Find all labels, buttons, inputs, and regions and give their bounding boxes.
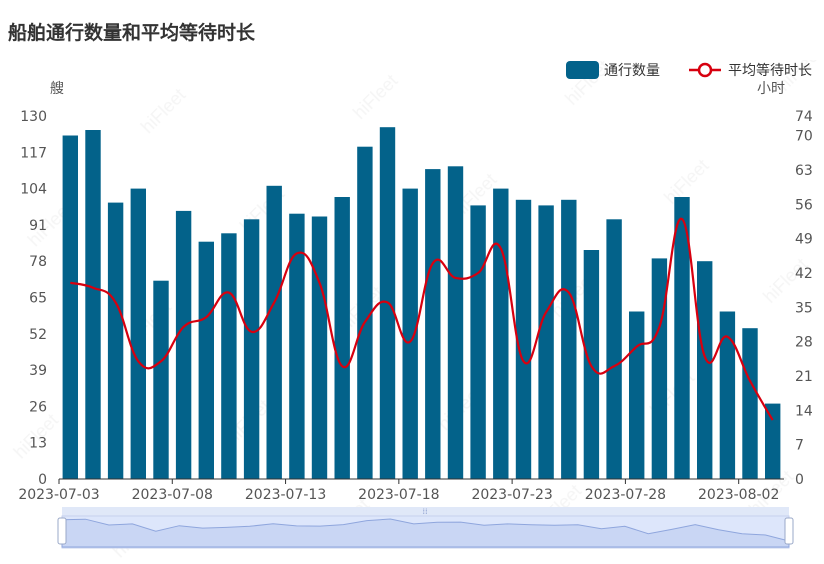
x-tick-label: 2023-07-28: [585, 487, 666, 503]
bar-2023-07-27[interactable]: [606, 219, 622, 480]
chart-title: 船舶通行数量和平均等待时长: [8, 22, 256, 44]
left-y-tick-label: 39: [29, 363, 47, 379]
zoom-slider-preview: [61, 518, 790, 548]
bar-series: [62, 127, 781, 480]
bar-2023-07-08[interactable]: [175, 210, 192, 479]
bar-2023-08-01[interactable]: [719, 311, 736, 480]
legend-bar-swatch: [566, 61, 599, 79]
x-tick-label: 2023-07-08: [132, 487, 213, 503]
legend-item-bar[interactable]: 通行数量: [566, 61, 660, 79]
left-axis-ticks: 0 13 26 39 52 65 78 91 104 117 130: [20, 109, 47, 488]
bar-2023-07-31[interactable]: [697, 261, 713, 479]
right-y-tick-label: 49: [795, 232, 813, 248]
left-y-tick-label: 78: [29, 254, 47, 270]
left-y-tick-label: 117: [20, 145, 47, 161]
bar-2023-07-14[interactable]: [311, 216, 328, 480]
right-y-tick-label: 63: [795, 163, 813, 179]
bar-2023-08-03[interactable]: [765, 403, 781, 479]
bar-2023-07-25[interactable]: [561, 199, 577, 480]
x-tick-label: 2023-07-13: [245, 487, 326, 503]
left-y-tick-label: 0: [38, 472, 47, 488]
x-tick-label: 2023-07-18: [358, 487, 439, 503]
right-y-tick-label: 21: [795, 369, 813, 385]
zoom-slider-right-handle[interactable]: [784, 517, 794, 545]
bar-2023-08-02[interactable]: [742, 328, 758, 479]
legend-item-line[interactable]: 平均等待时长: [689, 62, 812, 79]
bar-2023-07-29[interactable]: [651, 258, 668, 479]
bar-2023-07-09[interactable]: [198, 241, 214, 479]
bar-2023-07-13[interactable]: [289, 213, 305, 479]
bar-2023-07-18[interactable]: [402, 188, 418, 479]
bar-2023-07-16[interactable]: [357, 146, 373, 479]
x-tick-label: 2023-07-03: [18, 487, 99, 503]
zoom-slider[interactable]: ⁞⁞: [57, 507, 794, 549]
legend-line-marker: [697, 62, 713, 78]
bar-2023-07-06[interactable]: [130, 188, 146, 479]
bar-2023-07-10[interactable]: [221, 233, 237, 479]
bar-2023-07-05[interactable]: [107, 202, 124, 479]
zoom-slider-left-handle[interactable]: [57, 517, 67, 545]
left-y-tick-label: 52: [29, 327, 47, 343]
bar-2023-07-04[interactable]: [85, 130, 101, 479]
left-y-tick-label: 91: [29, 218, 47, 234]
left-y-tick-label: 26: [29, 399, 47, 415]
bar-2023-07-30[interactable]: [674, 197, 690, 479]
right-y-tick-label: 14: [795, 403, 813, 419]
bar-2023-07-28[interactable]: [629, 311, 645, 480]
right-axis-ticks: 0 7 14 21 28 35 42 49 56 63 70 74: [795, 109, 813, 488]
zoom-slider-grip-icon[interactable]: ⁞⁞: [422, 507, 427, 516]
right-y-tick-label: 42: [795, 266, 813, 282]
x-axis-ticks: 2023-07-03 2023-07-08 2023-07-13 2023-07-18…: [18, 479, 779, 503]
right-y-tick-label: 56: [795, 197, 813, 213]
bar-2023-07-24[interactable]: [538, 205, 554, 479]
bar-2023-07-11[interactable]: [243, 219, 260, 480]
bar-2023-07-12[interactable]: [266, 185, 282, 480]
right-axis-unit: 小时: [757, 81, 785, 97]
right-y-tick-label: 74: [795, 109, 813, 125]
bar-2023-07-23[interactable]: [515, 199, 532, 480]
left-y-tick-label: 130: [20, 109, 47, 125]
x-tick-label: 2023-07-23: [471, 487, 552, 503]
legend-line-label: 平均等待时长: [728, 62, 812, 79]
left-y-tick-label: 13: [29, 436, 47, 452]
zoom-slider-top-bar[interactable]: [62, 507, 789, 516]
legend: 通行数量 平均等待时长: [566, 61, 812, 79]
bar-2023-07-19[interactable]: [425, 169, 441, 479]
bar-2023-07-21[interactable]: [470, 205, 486, 479]
right-y-tick-label: 7: [795, 438, 804, 454]
x-tick-label: 2023-08-02: [698, 487, 779, 503]
bar-2023-07-20[interactable]: [447, 166, 464, 480]
right-y-tick-label: 35: [795, 300, 813, 316]
bar-2023-07-07[interactable]: [153, 280, 169, 479]
bar-2023-07-15[interactable]: [334, 197, 350, 479]
right-y-tick-label: 70: [795, 129, 813, 145]
bar-2023-07-03[interactable]: [62, 135, 78, 480]
legend-bar-label: 通行数量: [604, 63, 660, 79]
right-y-tick-label: 28: [795, 335, 813, 351]
left-axis-unit: 艘: [50, 81, 64, 97]
left-y-tick-label: 104: [20, 182, 47, 198]
bar-2023-07-22[interactable]: [493, 188, 509, 479]
right-y-tick-label: 0: [795, 472, 804, 488]
left-y-tick-label: 65: [29, 291, 47, 307]
line-series: [70, 217, 774, 421]
